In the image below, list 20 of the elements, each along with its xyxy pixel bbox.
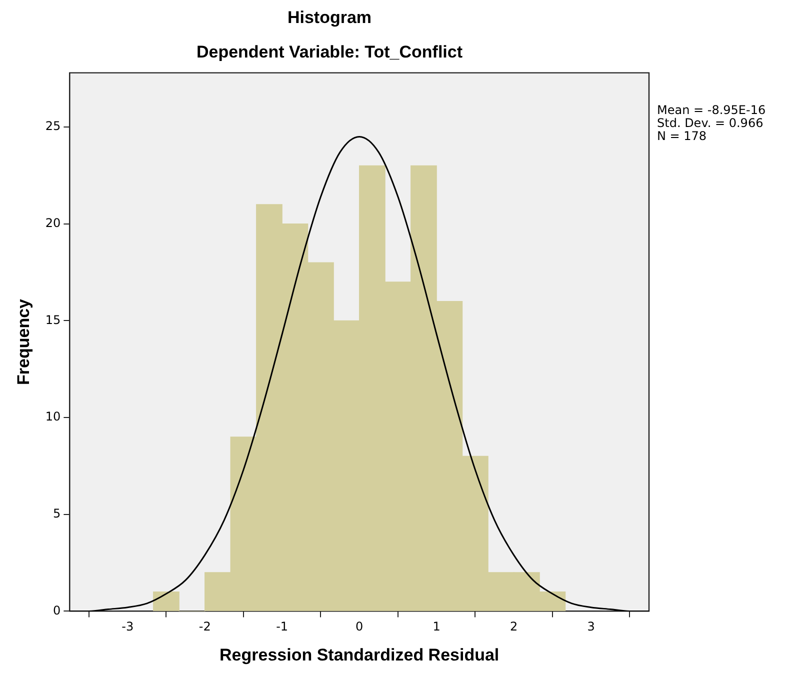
chart-subtitle: Dependent Variable: Tot_Conflict: [196, 42, 463, 62]
x-tick-label: -2: [198, 620, 211, 634]
x-tick-label: -1: [276, 620, 288, 634]
y-tick-label: 0: [53, 603, 61, 618]
y-tick-label: 5: [53, 506, 61, 520]
x-tick-label: 1: [432, 620, 440, 634]
text: Mean = -8.95E-16: [657, 103, 766, 117]
y-tick-label: 15: [45, 312, 61, 327]
y-tick-label: 25: [45, 119, 61, 134]
y-tick-label: 10: [45, 410, 61, 424]
x-tick-label: 3: [587, 620, 595, 634]
x-axis-title: Regression Standardized Residual: [220, 645, 500, 664]
x-tick-label: -3: [122, 620, 134, 634]
chart-title: Histogram: [287, 8, 372, 27]
x-tick-label: 0: [356, 620, 364, 634]
text: N = 178: [657, 129, 708, 143]
y-axis-title: Frequency: [14, 298, 33, 385]
y-tick-label: 20: [45, 216, 61, 230]
text: Std. Dev. = 0.966: [657, 116, 764, 130]
x-tick-label: 2: [510, 620, 518, 634]
